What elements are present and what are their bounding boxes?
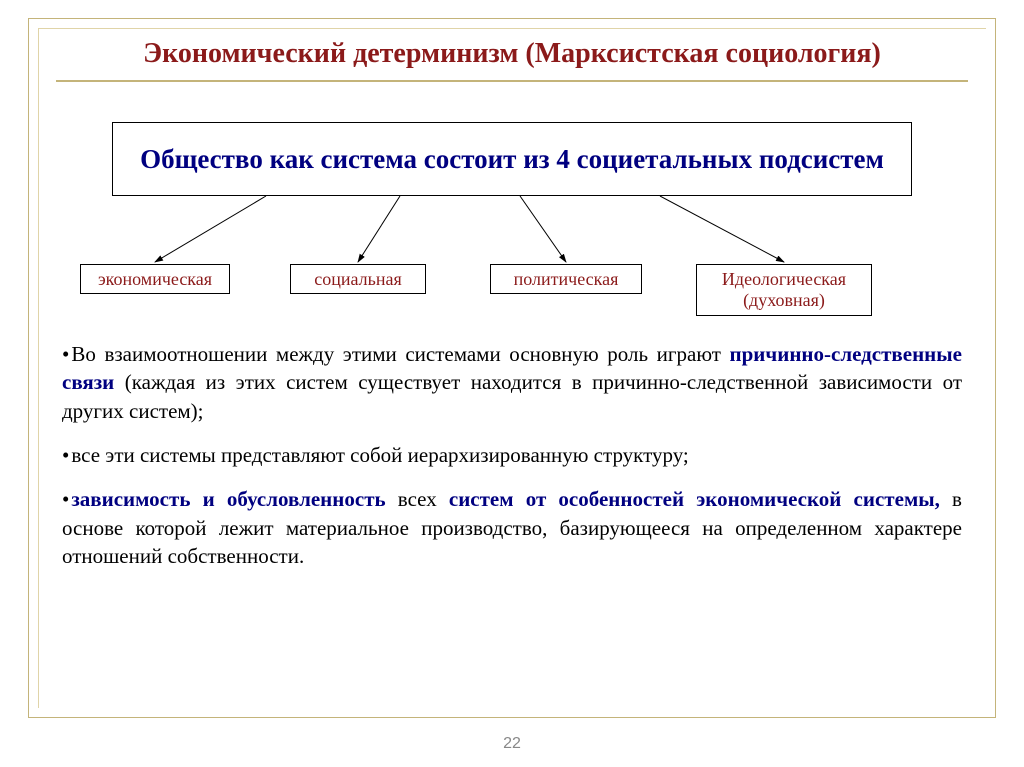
title-underline — [56, 80, 968, 82]
bullet-1: Во взаимоотношении между этими системами… — [62, 340, 962, 425]
bullet-2-text: все эти системы представляют собой иерар… — [71, 443, 688, 467]
child-node-economic: экономическая — [80, 264, 230, 294]
tree-arrows — [80, 196, 872, 264]
slide-title: Экономический детерминизм (Марксистская … — [0, 38, 1024, 70]
child-node-social: социальная — [290, 264, 426, 294]
bullet-1-pre: Во взаимоотношении между этими системами… — [71, 342, 729, 366]
root-node: Общество как система состоит из 4 социет… — [112, 122, 912, 196]
bullet-2: все эти системы представляют собой иерар… — [62, 441, 962, 469]
page-number: 22 — [0, 735, 1024, 753]
bullet-3-hl2: систем от особенностей экономической сис… — [449, 487, 940, 511]
bullet-3-mid1: всех — [386, 487, 449, 511]
bullet-1-post: (каждая из этих систем существует находи… — [62, 370, 962, 422]
bullet-3: зависимость и обусловленность всех систе… — [62, 485, 962, 570]
bullet-3-hl1: зависимость и обусловленность — [71, 487, 385, 511]
child-node-political: политическая — [490, 264, 642, 294]
body-text: Во взаимоотношении между этими системами… — [62, 340, 962, 586]
child-node-ideological: Идеологическая (духовная) — [696, 264, 872, 316]
